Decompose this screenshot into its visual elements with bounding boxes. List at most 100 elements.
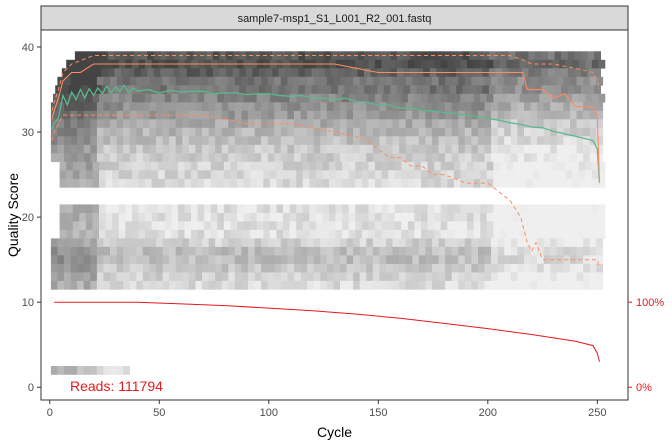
heatmap-cell [399, 144, 406, 154]
heatmap-cell [162, 263, 170, 273]
heatmap-cell [563, 153, 571, 163]
heatmap-cell [241, 272, 249, 282]
heatmap-cell [506, 170, 514, 180]
heatmap-cell [64, 246, 71, 256]
heatmap-cell [353, 272, 360, 282]
x-tick-label: 100 [260, 407, 278, 419]
heatmap-cell [447, 170, 455, 180]
heatmap-cell [464, 246, 472, 256]
heatmap-cell [453, 93, 461, 103]
heatmap-cell [451, 246, 459, 256]
heatmap-cell [129, 127, 137, 137]
heatmap-cell [488, 51, 496, 61]
heatmap-cell [379, 110, 387, 120]
heatmap-cell [414, 170, 422, 180]
heatmap-cell [414, 229, 422, 239]
heatmap-cell [300, 119, 308, 129]
heatmap-cell [59, 212, 67, 222]
heatmap-cell [388, 221, 396, 231]
heatmap-cell [537, 272, 544, 282]
heatmap-cell [103, 272, 111, 282]
heatmap-cell [315, 170, 323, 180]
heatmap-cell [537, 102, 544, 112]
heatmap-cell [83, 263, 91, 273]
heatmap-cell [478, 238, 485, 248]
heatmap-cell [64, 102, 71, 112]
heatmap-cell [570, 127, 577, 137]
heatmap-cell [248, 272, 255, 282]
heatmap-cell [497, 119, 505, 129]
heatmap-cell [110, 127, 117, 137]
heatmap-cell [156, 272, 163, 282]
heatmap-cell [307, 119, 314, 129]
heatmap-cell [164, 221, 172, 231]
heatmap-cell [499, 170, 507, 180]
heatmap-cell [223, 161, 231, 171]
heatmap-cell [110, 280, 117, 290]
heatmap-cell [434, 170, 442, 180]
heatmap-cell [473, 59, 481, 69]
heatmap-cell [469, 85, 477, 95]
heatmap-cell [432, 127, 439, 137]
heatmap-cell [188, 119, 196, 129]
heatmap-cell [197, 178, 205, 188]
heatmap-cell [550, 102, 558, 112]
heatmap-cell [530, 246, 538, 256]
heatmap-cell [405, 119, 413, 129]
heatmap-cell [563, 119, 571, 129]
heatmap-cell [136, 272, 144, 282]
heatmap-cell [123, 366, 130, 375]
heatmap-cell [110, 76, 117, 86]
heatmap-cell [283, 178, 290, 188]
heatmap-cell [497, 272, 505, 282]
heatmap-cell [388, 59, 396, 69]
heatmap-cell [322, 204, 330, 214]
heatmap-cell [147, 51, 155, 61]
heatmap-cell [386, 127, 393, 137]
heatmap-cell [421, 204, 428, 214]
heatmap-cell [353, 280, 360, 290]
heatmap-cell [585, 161, 593, 171]
heatmap-cell [524, 246, 531, 256]
heatmap-cell [300, 110, 308, 120]
heatmap-cell [118, 93, 126, 103]
heatmap-cell [342, 204, 350, 214]
heatmap-cell [99, 229, 106, 239]
heatmap-cell [169, 102, 176, 112]
heatmap-cell [110, 153, 117, 163]
heatmap-cell [348, 170, 356, 180]
heatmap-cell [578, 59, 586, 69]
heatmap-cell [294, 127, 301, 137]
heatmap-cell [412, 272, 420, 282]
heatmap-cell [96, 272, 104, 282]
heatmap-cell [517, 136, 525, 146]
heatmap-cell [197, 221, 205, 231]
heatmap-cell [473, 93, 481, 103]
heatmap-cell [331, 85, 339, 95]
heatmap-cell [90, 144, 98, 154]
heatmap-cell [59, 161, 67, 171]
heatmap-cell [280, 153, 288, 163]
heatmap-cell [243, 178, 251, 188]
heatmap-cell [50, 272, 58, 282]
heatmap-cell [333, 76, 341, 86]
heatmap-cell [280, 144, 288, 154]
heatmap-cell [267, 246, 275, 256]
heatmap-cell [304, 85, 312, 95]
heatmap-cell [156, 119, 163, 129]
heatmap-cell [510, 136, 518, 146]
heatmap-cell [510, 272, 518, 282]
heatmap-cell [103, 144, 111, 154]
heatmap-cell [184, 229, 192, 239]
heatmap-cell [364, 51, 371, 61]
heatmap-cell [517, 127, 525, 137]
heatmap-cell [539, 178, 547, 188]
heatmap-cell [202, 144, 209, 154]
heatmap-cell [526, 178, 534, 188]
heatmap-cell [372, 136, 380, 146]
heatmap-cell [245, 68, 253, 78]
heatmap-cell [541, 68, 549, 78]
heatmap-cell [346, 246, 354, 256]
heatmap-cell [188, 127, 196, 137]
heatmap-cell [116, 263, 124, 273]
